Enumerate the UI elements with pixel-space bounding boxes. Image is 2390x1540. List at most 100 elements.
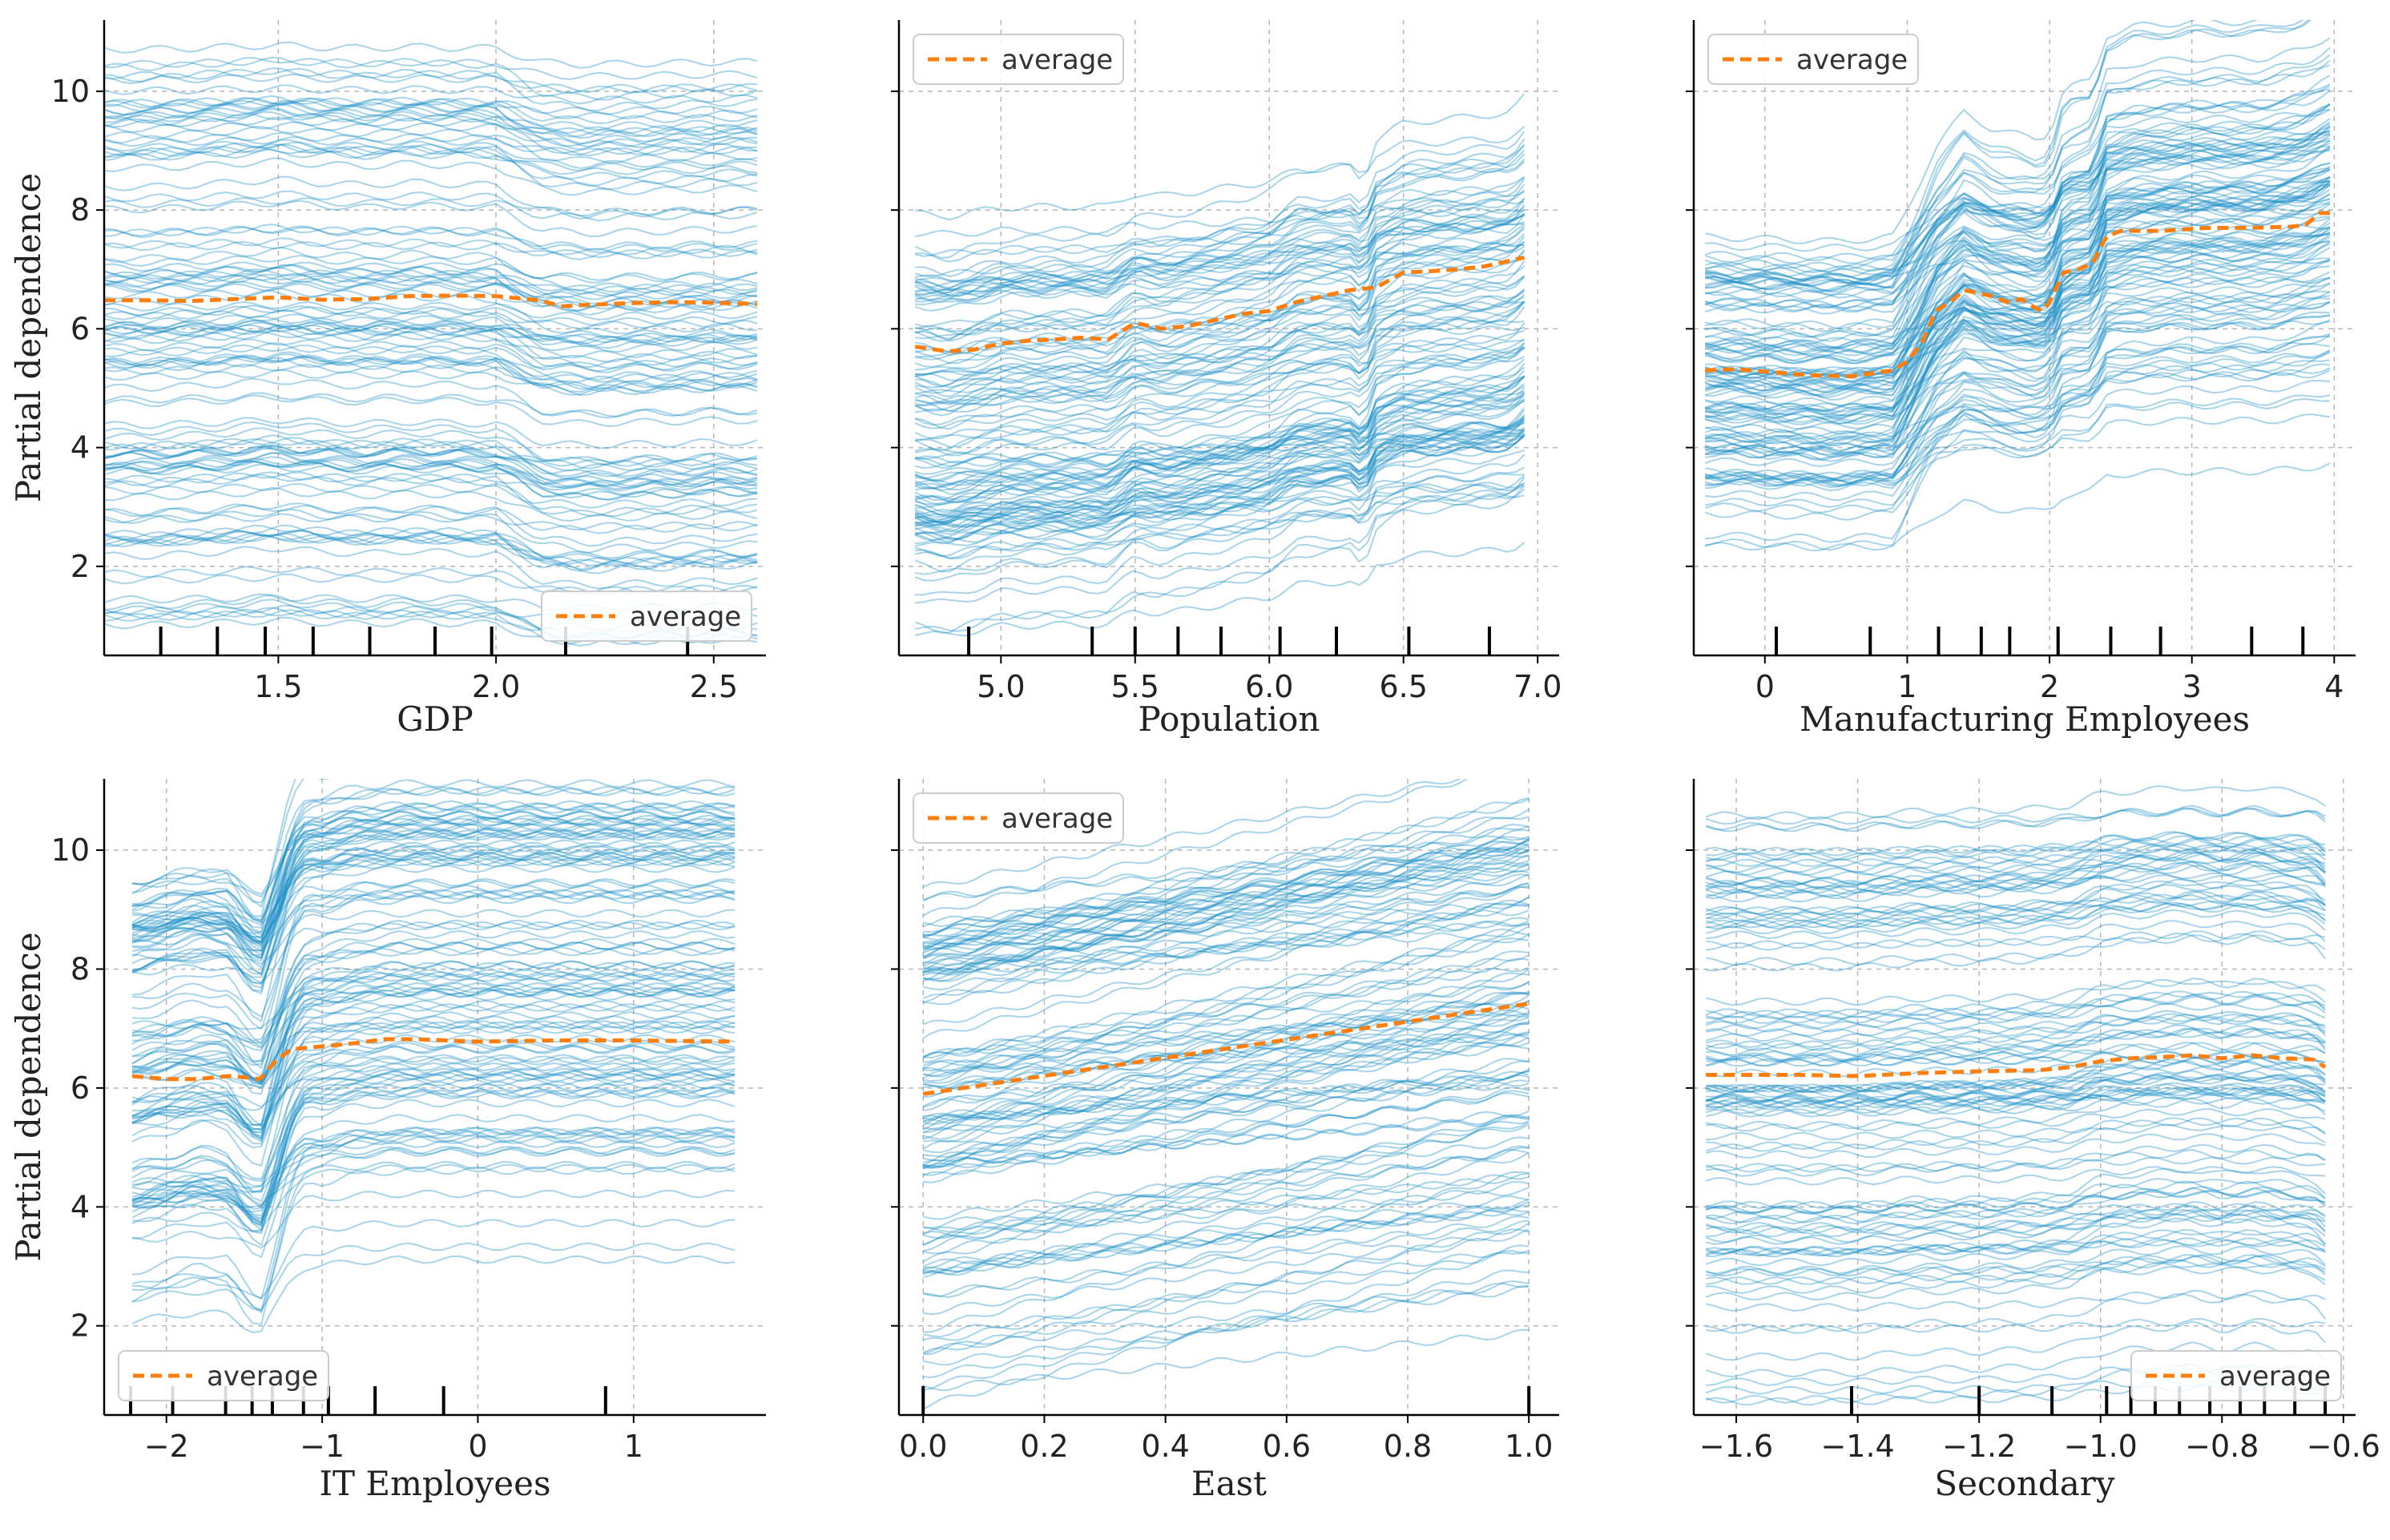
ice-line	[1704, 233, 2331, 390]
ice-line	[1705, 218, 2331, 445]
ice-line	[104, 126, 758, 164]
subplot-gdp: 1.5 2.0 2.5 2 4 6 8 10 GDP Partial dependence aver…	[9, 20, 766, 739]
ice-line	[104, 437, 758, 478]
ice-line	[915, 260, 1525, 413]
ice-line	[915, 143, 1525, 278]
ice-line	[1704, 104, 2331, 378]
ice-line	[104, 532, 758, 572]
ice-line	[914, 293, 1525, 381]
ice-line	[1705, 1091, 2326, 1109]
ice-line	[915, 159, 1525, 303]
ice-line	[1704, 203, 2331, 284]
ice-line	[1704, 175, 2331, 456]
ice-line	[914, 417, 1525, 525]
ice-line	[104, 146, 758, 191]
ice-line	[131, 921, 736, 984]
ice-line	[131, 1019, 736, 1080]
ice-line	[922, 903, 1530, 991]
ice-line	[1705, 247, 2331, 386]
ice-line	[1704, 216, 2331, 417]
ice-line	[104, 57, 758, 101]
ice-line	[914, 542, 1525, 637]
ice-line	[1704, 103, 2331, 388]
ice-line	[131, 804, 736, 921]
ice-line	[922, 981, 1530, 1127]
ice-line	[1706, 909, 2326, 940]
ice-line	[1704, 169, 2331, 424]
x-tick-label: −0.6	[2307, 1429, 2380, 1464]
ice-line	[104, 141, 758, 187]
ice-line	[1705, 804, 2326, 832]
ice-line	[922, 969, 1530, 1119]
ice-line	[915, 240, 1525, 376]
ice-line	[104, 459, 758, 487]
x-tick-label: −1.2	[1942, 1429, 2016, 1464]
ice-line	[104, 369, 758, 393]
ice-line	[1706, 934, 2326, 966]
ice-line	[914, 392, 1525, 486]
ice-line	[131, 849, 736, 939]
ice-line	[914, 375, 1525, 521]
ice-line	[1704, 276, 2331, 358]
ice-line	[922, 1080, 1530, 1123]
ice-line	[914, 300, 1525, 440]
ice-line	[922, 859, 1530, 928]
ice-line	[914, 434, 1525, 547]
ice-line	[104, 67, 758, 112]
ice-line	[1706, 903, 2326, 930]
ice-line	[1706, 1086, 2326, 1109]
ice-line	[104, 321, 758, 342]
ice-line	[922, 816, 1530, 958]
ice-line	[1705, 315, 2331, 458]
ice-line	[922, 861, 1530, 939]
ice-line	[1706, 837, 2326, 856]
ice-line	[131, 890, 736, 986]
ice-line	[131, 880, 736, 936]
ice-line	[922, 837, 1530, 999]
ice-line	[131, 779, 296, 918]
ice-line	[922, 1121, 1530, 1263]
ice-line	[1704, 103, 2331, 382]
ice-line	[1705, 1015, 2326, 1049]
ice-line	[1704, 134, 2331, 415]
ice-line	[1706, 994, 2326, 1024]
ice-line	[104, 444, 758, 478]
ice-line	[923, 885, 1530, 1006]
ice-line	[1706, 932, 2326, 972]
ice-line	[1704, 90, 2331, 277]
ice-line	[1705, 837, 2326, 873]
ice-line	[922, 1249, 1530, 1410]
ice-line	[914, 276, 1525, 413]
ice-line	[914, 301, 1525, 403]
ice-line	[1704, 179, 2331, 407]
ice-line	[1705, 313, 2331, 480]
ice-line	[922, 1036, 1530, 1134]
x-tick-label: 4	[2324, 669, 2344, 704]
ice-line	[914, 214, 1525, 291]
ice-line	[922, 873, 1530, 941]
ice-line	[131, 1055, 736, 1108]
ice-line	[915, 347, 1525, 441]
y-tick-label: 4	[71, 1189, 90, 1224]
ice-line	[131, 1062, 736, 1131]
x-tick-label: 6.0	[1245, 669, 1293, 704]
ice-line	[104, 427, 758, 464]
ice-line	[131, 909, 736, 966]
ice-lines	[1704, 20, 2331, 552]
ice-line	[922, 1110, 1530, 1170]
ice-line	[914, 345, 1525, 506]
ice-line	[131, 1070, 736, 1194]
ice-line	[922, 847, 1530, 901]
ice-line	[914, 393, 1525, 532]
ice-line	[922, 885, 1530, 950]
ice-line	[1705, 333, 2331, 543]
ice-line	[914, 429, 1525, 545]
ice-line	[914, 149, 1525, 294]
ice-line	[915, 125, 1525, 221]
ice-line	[923, 990, 1530, 1134]
subplot-secondary: −1.6 −1.4 −1.2 −1.0 −0.8 −0.6 Secondary average	[1686, 779, 2380, 1503]
ice-line	[1705, 64, 2331, 293]
ice-line	[1705, 193, 2331, 374]
ice-line	[104, 444, 758, 490]
ice-line	[131, 978, 736, 1083]
